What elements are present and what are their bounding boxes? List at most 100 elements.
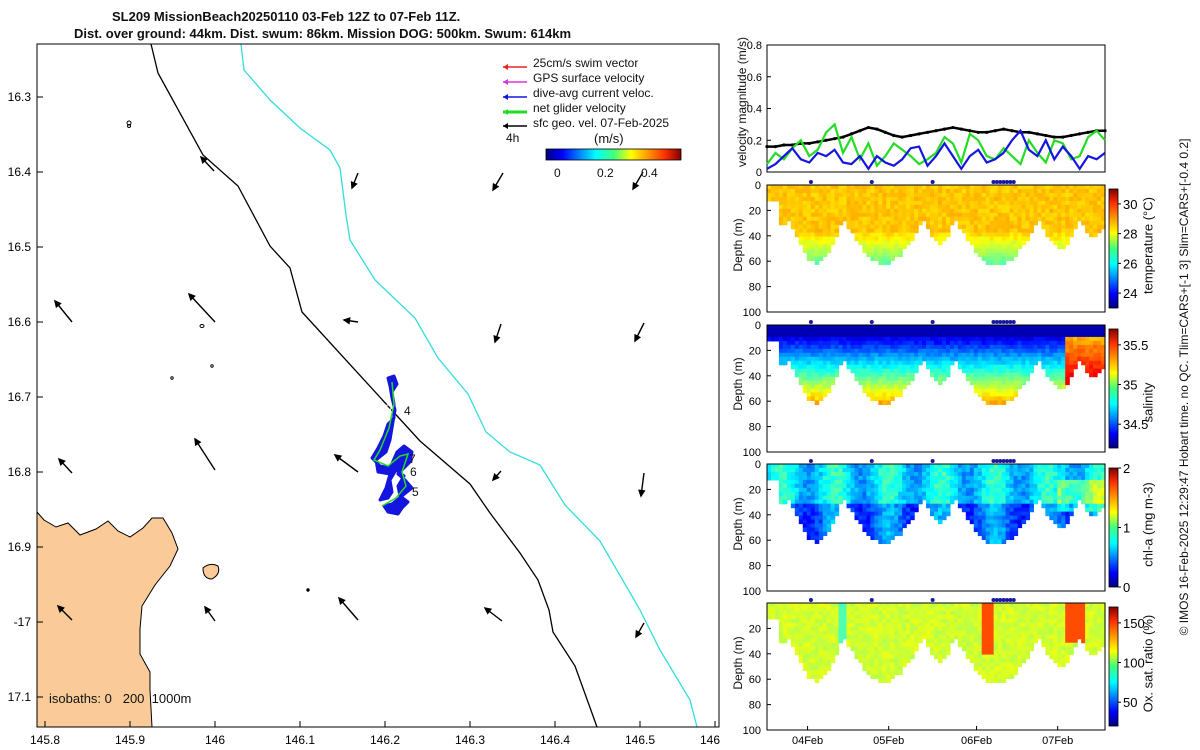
heatmap-cell — [981, 531, 987, 537]
heatmap-cell — [1101, 192, 1106, 198]
heatmap-cell — [790, 630, 796, 636]
heatmap-cell — [854, 228, 860, 234]
heatmap-cell — [957, 471, 963, 477]
heatmap-cell — [1057, 228, 1062, 234]
heatmap-cell — [1061, 344, 1066, 350]
heatmap-cell — [1085, 336, 1090, 342]
heatmap-cell — [918, 344, 923, 350]
heatmap-cell — [886, 511, 891, 517]
heatmap-cell — [818, 618, 824, 624]
heatmap-cell — [1061, 606, 1066, 612]
heatmap-cell — [1029, 336, 1035, 342]
heatmap-cell — [866, 646, 871, 652]
heatmap-cell — [802, 511, 808, 517]
heatmap-cell — [866, 519, 871, 525]
sfc-geo-point — [892, 133, 896, 138]
heatmap-cell — [818, 256, 824, 262]
heatmap-cell — [1085, 503, 1090, 509]
heatmap-cell — [782, 634, 788, 640]
heatmap-cell — [874, 244, 879, 250]
heatmap-cell — [1045, 467, 1050, 473]
heatmap-cell — [1057, 352, 1062, 358]
heatmap-cell — [934, 368, 939, 374]
heatmap-cell — [1061, 368, 1066, 374]
depth-tick-label: 100 — [743, 586, 761, 598]
heatmap-cell — [1085, 364, 1090, 370]
heatmap-cell — [930, 630, 935, 636]
heatmap-cell — [977, 634, 983, 640]
heatmap-cell — [1037, 610, 1042, 616]
heatmap-cell — [1017, 479, 1023, 485]
heatmap-cell — [1049, 499, 1054, 505]
heatmap-cell — [945, 479, 951, 485]
heatmap-cell — [965, 650, 971, 656]
heatmap-cell — [973, 244, 979, 250]
heatmap-cell — [1041, 336, 1046, 342]
heatmap-cell — [934, 232, 939, 238]
heatmap-cell — [993, 471, 999, 477]
heatmap-cell — [965, 499, 971, 505]
heatmap-cell — [1005, 220, 1011, 226]
heatmap-cell — [977, 670, 983, 676]
heatmap-cell — [957, 487, 963, 493]
heatmap-cell — [918, 483, 923, 489]
heatmap-cell — [1057, 328, 1062, 334]
heatmap-cell — [854, 204, 860, 210]
map-ytick-label: 17.1 — [8, 690, 32, 704]
heatmap-cell — [842, 188, 848, 194]
heatmap-cell — [870, 464, 875, 469]
heatmap-cell — [981, 642, 987, 648]
heatmap-cell — [1017, 658, 1023, 664]
heatmap-cell — [1045, 606, 1050, 612]
heatmap-cell — [1001, 630, 1007, 636]
heatmap-cell — [770, 325, 776, 330]
heatmap-cell — [977, 232, 983, 238]
heatmap-cell — [1053, 464, 1058, 469]
heatmap-cell — [973, 388, 979, 394]
velocity-series-net-glider-velocity — [766, 122, 1106, 168]
heatmap-cell — [973, 475, 979, 481]
heatmap-cell — [993, 499, 999, 505]
heatmap-cell — [834, 626, 840, 632]
heatmap-cell — [1093, 364, 1098, 370]
heatmap-cell — [1037, 471, 1042, 477]
heatmap-cell — [989, 475, 995, 481]
heatmap-cell — [878, 208, 883, 214]
heatmap-cell — [1053, 360, 1058, 366]
heatmap-cell — [926, 325, 931, 330]
heatmap-cell — [1005, 674, 1011, 680]
heatmap-cell — [790, 503, 796, 509]
heatmap-cell — [870, 360, 875, 366]
heatmap-cell — [985, 376, 991, 382]
heatmap-cell — [786, 332, 792, 338]
heatmap-cell — [1001, 654, 1007, 660]
heatmap-cell — [934, 328, 939, 334]
heatmap-cell — [870, 332, 875, 338]
heatmap-cell — [802, 603, 808, 608]
heatmap-cell — [910, 638, 915, 644]
heatmap-cell — [890, 372, 895, 378]
heatmap-cell — [810, 523, 816, 529]
heatmap-cell — [977, 479, 983, 485]
heatmap-cell — [957, 464, 963, 469]
heatmap-cell — [854, 467, 860, 473]
heatmap-cell — [810, 646, 816, 652]
heatmap-cell — [1005, 364, 1011, 370]
heatmap-cell — [989, 527, 995, 533]
heatmap-cell — [941, 372, 947, 378]
heatmap-cell — [1021, 200, 1027, 206]
heatmap-cell — [1029, 491, 1035, 497]
heatmap-cell — [953, 618, 959, 624]
heatmap-cell — [890, 503, 895, 509]
heatmap-cell — [854, 511, 860, 517]
heatmap-cell — [906, 212, 911, 218]
heatmap-cell — [802, 479, 808, 485]
heatmap-cell — [830, 344, 836, 350]
heatmap-cell — [782, 352, 788, 358]
heatmap-cell — [866, 192, 871, 198]
heatmap-cell — [1025, 368, 1031, 374]
heatmap-cell — [1057, 638, 1062, 644]
heatmap-cell — [981, 674, 987, 680]
heatmap-cell — [1069, 200, 1074, 206]
heatmap-cell — [838, 356, 844, 362]
